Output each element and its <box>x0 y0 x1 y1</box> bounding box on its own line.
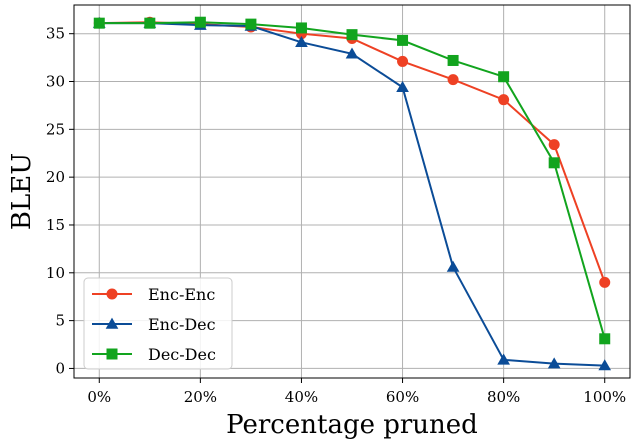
data-point-enc-dec <box>446 260 460 272</box>
data-point-enc-enc <box>498 94 510 106</box>
y-tick-label: 25 <box>46 120 65 138</box>
data-point-enc-dec <box>547 357 561 369</box>
x-axis-label: Percentage pruned <box>226 410 478 440</box>
data-point-enc-dec <box>345 47 359 59</box>
data-point-dec-dec <box>194 16 206 28</box>
x-tick-label: 80% <box>487 388 520 406</box>
x-tick-label: 20% <box>184 388 217 406</box>
data-point-enc-enc <box>548 139 560 151</box>
data-point-dec-dec <box>295 22 307 34</box>
x-tick-label: 0% <box>87 388 111 406</box>
y-tick-label: 10 <box>46 264 65 282</box>
legend-label: Enc-Dec <box>148 315 216 334</box>
legend-marker <box>106 288 118 300</box>
data-point-dec-dec <box>397 34 409 46</box>
legend: Enc-Enc Enc-Dec Dec-Dec <box>83 277 233 370</box>
data-point-enc-dec <box>497 353 510 365</box>
data-point-dec-dec <box>144 17 156 29</box>
data-point-enc-dec <box>396 80 409 92</box>
data-point-dec-dec <box>93 17 105 29</box>
y-tick-label: 15 <box>46 216 65 234</box>
y-tick-label: 35 <box>46 25 65 43</box>
x-tick-label: 40% <box>285 388 318 406</box>
plot-frame <box>73 4 631 379</box>
legend-label: Enc-Enc <box>148 285 215 304</box>
data-point-enc-dec <box>598 359 612 371</box>
data-point-enc-enc <box>447 74 459 86</box>
y-tick-label: 20 <box>46 168 65 186</box>
legend-marker <box>106 348 118 360</box>
data-point-dec-dec <box>548 157 560 169</box>
y-axis-label: BLEU <box>7 153 37 230</box>
legend-marker <box>105 317 119 329</box>
data-point-dec-dec <box>245 18 257 30</box>
data-point-enc-dec <box>295 35 308 48</box>
legend-box <box>83 277 233 370</box>
data-point-dec-dec <box>447 54 459 66</box>
y-tick-label: 30 <box>46 73 65 91</box>
data-point-enc-enc <box>599 276 611 288</box>
data-point-enc-enc <box>397 55 409 67</box>
x-tick-label: 100% <box>583 388 626 406</box>
x-tick-label: 60% <box>386 388 419 406</box>
x-axis-ticks: 0% 20% 40% 60% 80% 100% <box>87 378 626 406</box>
y-tick-label: 0 <box>55 359 65 377</box>
series-line-enc-enc <box>99 21 606 283</box>
legend-label: Dec-Dec <box>148 345 216 364</box>
y-axis-ticks: 0 5 10 15 20 25 30 35 <box>46 25 74 377</box>
series-markers <box>92 16 612 371</box>
data-point-dec-dec <box>498 71 510 83</box>
data-point-dec-dec <box>346 29 358 41</box>
data-point-dec-dec <box>599 333 611 345</box>
y-tick-label: 5 <box>55 312 65 330</box>
